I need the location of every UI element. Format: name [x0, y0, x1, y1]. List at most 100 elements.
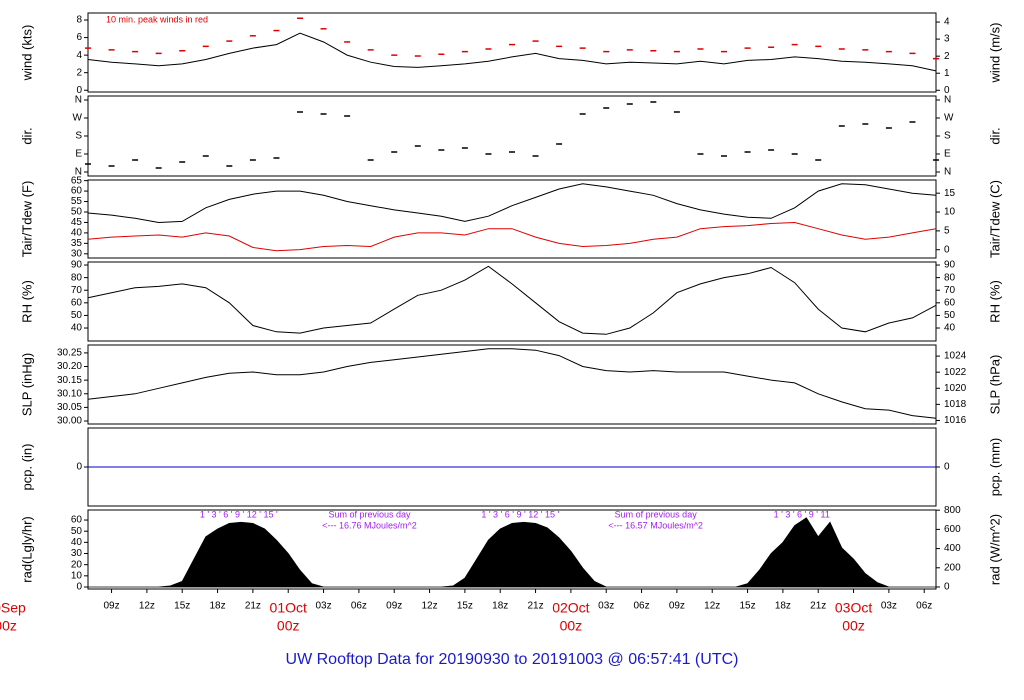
x-tick-label: 12z [704, 601, 720, 612]
y2-tick-label: 15 [944, 188, 956, 199]
panel-frame [87, 261, 937, 342]
y2-tick-label: S [944, 131, 951, 142]
y2-axis-label: dir. [987, 127, 1002, 144]
y-tick-label: 30.15 [57, 375, 82, 386]
hour-note: 1 ' 3 ' 6 ' 9 ' 12 ' 15 ' [481, 509, 559, 519]
x-tick-label: 12z [421, 601, 437, 612]
y2-tick-label: 200 [944, 562, 961, 573]
data-line [87, 183, 937, 224]
y2-tick-label: 0 [944, 85, 950, 96]
x-tick-label: 15z [457, 601, 473, 612]
y-tick-label: 70 [71, 285, 83, 296]
y-tick-label: 8 [76, 15, 82, 26]
y2-tick-label: 80 [944, 272, 956, 283]
y2-tick-label: N [944, 95, 951, 106]
y-axis-label: wind (kts) [19, 25, 34, 82]
day-label: 03Oct [835, 600, 872, 616]
y2-tick-label: E [944, 149, 951, 160]
y2-tick-label: 1016 [944, 415, 967, 426]
day-label: 02Oct [552, 600, 589, 616]
y-tick-label: 30 [71, 248, 83, 259]
y-tick-label: 30.25 [57, 348, 82, 359]
y2-tick-label: 1 [944, 68, 950, 79]
y2-tick-label: 800 [944, 505, 961, 516]
y-axis-label: RH (%) [19, 280, 34, 323]
y-tick-label: 90 [71, 260, 83, 271]
y2-tick-label: 10 [944, 207, 956, 218]
y-tick-label: 20 [71, 559, 83, 570]
x-tick-label: 21z [810, 601, 826, 612]
y2-tick-label: 60 [944, 297, 956, 308]
y2-tick-label: 1024 [944, 351, 967, 362]
panel-frame [87, 509, 937, 590]
y2-tick-label: 400 [944, 543, 961, 554]
x-tick-label: 18z [209, 601, 225, 612]
y-axis-label: pcp. (in) [19, 444, 34, 491]
x-tick-label: 06z [633, 601, 649, 612]
x-tick-label: 03z [881, 601, 897, 612]
y-tick-label: 0 [76, 582, 82, 593]
y2-axis-label: SLP (hPa) [987, 355, 1002, 415]
y2-tick-label: 3 [944, 34, 950, 45]
y2-tick-label: 70 [944, 285, 956, 296]
y2-axis-label: RH (%) [987, 280, 1002, 323]
x-tick-label: 15z [739, 601, 755, 612]
y-tick-label: 55 [71, 196, 83, 207]
y2-tick-label: W [944, 113, 954, 124]
day-sub-label: 00z [0, 618, 17, 634]
y2-tick-label: N [944, 167, 951, 178]
y-tick-label: S [75, 131, 82, 142]
day-sub-label: 00z [842, 618, 865, 634]
y-axis-label: dir. [19, 127, 34, 144]
hour-note: 1 ' 3 ' 6 ' 9 ' 11 [774, 509, 830, 519]
panel-frame [87, 95, 937, 177]
y-tick-label: 65 [71, 175, 83, 186]
y-tick-label: 40 [71, 228, 83, 239]
y-tick-label: 40 [71, 323, 83, 334]
y2-tick-label: 0 [944, 462, 950, 473]
y-tick-label: 30.05 [57, 402, 82, 413]
y2-axis-label: rad (W/m^2) [987, 514, 1002, 585]
x-tick-label: 18z [775, 601, 791, 612]
x-tick-label: 12z [139, 601, 155, 612]
x-tick-label: 09z [386, 601, 402, 612]
y2-tick-label: 1022 [944, 367, 967, 378]
y2-tick-label: 50 [944, 310, 956, 321]
data-line [87, 221, 937, 252]
y2-axis-label: Tair/Tdew (C) [987, 180, 1002, 258]
data-line [87, 265, 937, 335]
y-tick-label: 30.20 [57, 361, 82, 372]
day-label: 30Sep [0, 600, 26, 616]
y-axis-label: SLP (inHg) [19, 353, 34, 416]
y-tick-label: 35 [71, 238, 83, 249]
sum-note: Sum of previous day [328, 509, 411, 519]
y-tick-label: 40 [71, 537, 83, 548]
x-tick-label: 09z [103, 601, 119, 612]
y-tick-label: 30.10 [57, 388, 82, 399]
y2-tick-label: 1020 [944, 383, 967, 394]
y2-tick-label: 0 [944, 244, 950, 255]
y2-tick-label: 90 [944, 260, 956, 271]
day-sub-label: 00z [560, 618, 583, 634]
data-line [87, 32, 937, 72]
y-tick-label: 0 [76, 85, 82, 96]
x-tick-label: 21z [527, 601, 543, 612]
day-sub-label: 00z [277, 618, 300, 634]
sum-note: Sum of previous day [615, 509, 698, 519]
y-axis-label: rad(Lgly/hr) [19, 516, 34, 582]
y2-tick-label: 1018 [944, 399, 967, 410]
y-tick-label: 45 [71, 217, 83, 228]
y-tick-label: 6 [76, 32, 82, 43]
y-tick-label: 50 [71, 207, 83, 218]
y-tick-label: 2 [76, 67, 82, 78]
day-label: 01Oct [270, 600, 307, 616]
x-tick-label: 18z [492, 601, 508, 612]
x-tick-label: 06z [916, 601, 932, 612]
y2-tick-label: 40 [944, 323, 956, 334]
x-tick-label: 03z [598, 601, 614, 612]
y2-tick-label: 0 [944, 582, 950, 593]
y-tick-label: W [73, 113, 83, 124]
panel-frame [87, 179, 937, 259]
y-tick-label: 50 [71, 310, 83, 321]
